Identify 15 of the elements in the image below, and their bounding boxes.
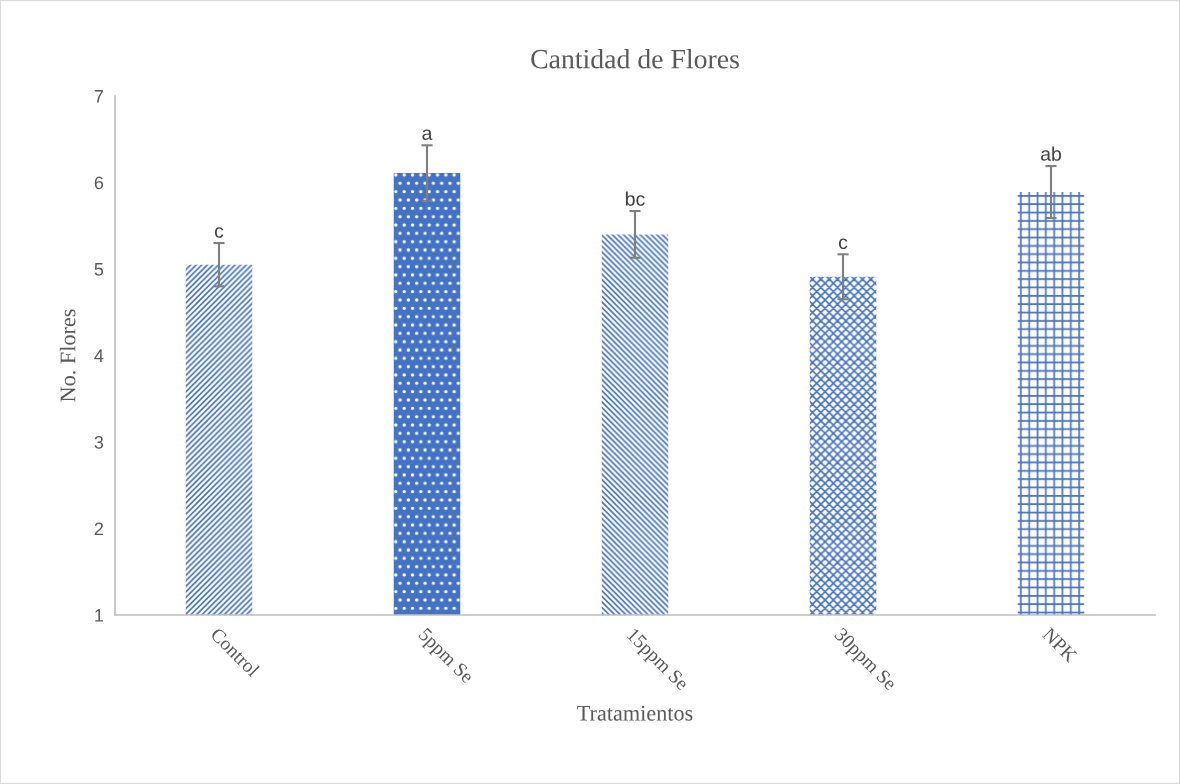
annotation: c bbox=[838, 238, 848, 250]
y-tick-label: 4 bbox=[94, 349, 104, 363]
annotation: ab bbox=[1041, 146, 1061, 161]
annotation: bc bbox=[625, 191, 645, 206]
x-axis-title: Tratamientos bbox=[577, 705, 693, 721]
annotation: c bbox=[214, 227, 224, 238]
y-tick-label: 7 bbox=[94, 90, 103, 103]
y-tick-label: 2 bbox=[94, 522, 103, 536]
y-tick-label: 6 bbox=[94, 176, 104, 190]
y-tick-label: 3 bbox=[94, 435, 104, 449]
annotation: a bbox=[422, 129, 433, 141]
y-tick-label: 1 bbox=[95, 609, 104, 622]
y-tick-label: 5 bbox=[94, 263, 104, 276]
chart-title: Cantidad de Flores bbox=[531, 48, 739, 69]
y-axis-title: No. Flores bbox=[59, 309, 76, 402]
